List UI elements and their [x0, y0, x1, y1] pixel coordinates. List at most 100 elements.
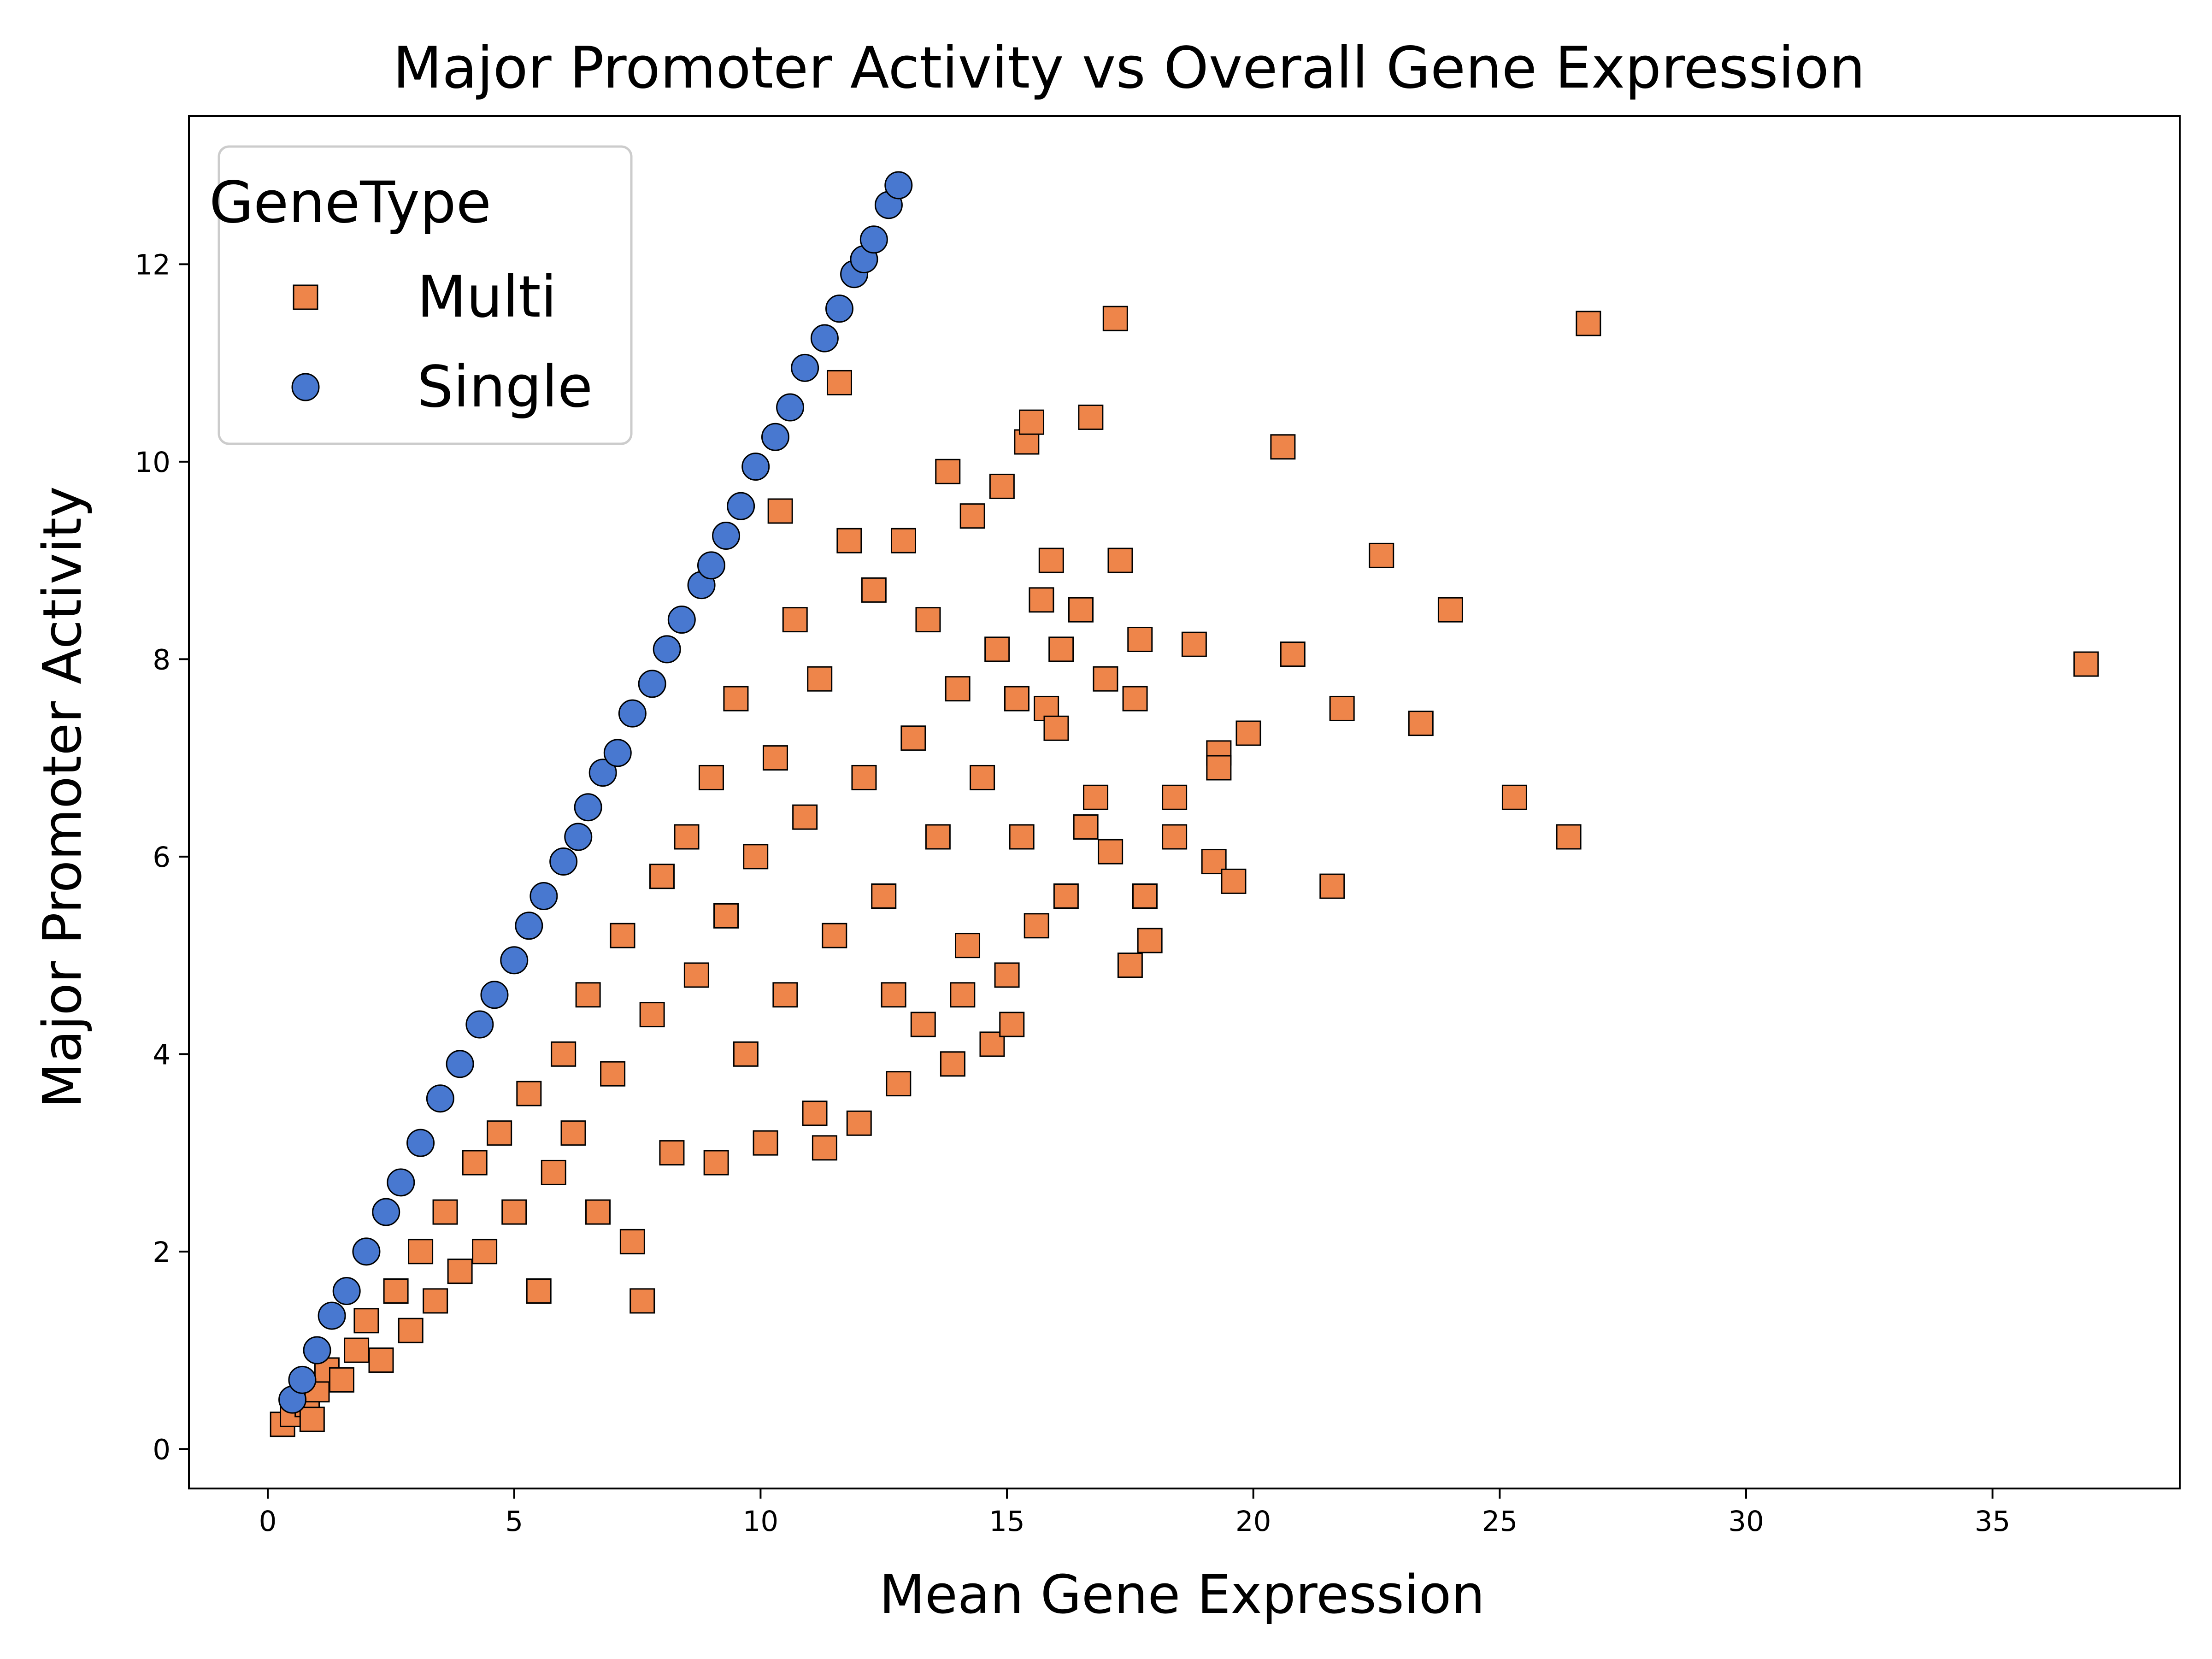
data-point-multi — [802, 1100, 828, 1126]
data-point-multi — [703, 1150, 729, 1176]
series-single — [278, 171, 913, 1414]
x-tick-label: 25 — [1482, 1505, 1518, 1538]
data-point-multi — [772, 982, 798, 1008]
data-point-multi — [1162, 824, 1188, 850]
data-point-multi — [423, 1288, 448, 1314]
data-point-multi — [1043, 715, 1069, 741]
data-point-multi — [1078, 404, 1104, 430]
data-point-multi — [560, 1120, 586, 1146]
x-axis: 0 5 10 15 20 25 30 35 — [259, 1488, 2010, 1538]
data-point-multi — [1201, 849, 1227, 875]
data-point-multi — [1408, 711, 1434, 736]
legend-title: GeneType — [209, 170, 491, 236]
data-point-multi — [600, 1061, 626, 1087]
data-point-multi — [807, 666, 833, 692]
data-point-multi — [1329, 695, 1355, 721]
data-point-multi — [836, 528, 862, 553]
data-point-multi — [1132, 883, 1158, 909]
data-points — [270, 171, 2099, 1437]
data-point-multi — [812, 1135, 837, 1161]
data-point-single — [387, 1168, 415, 1197]
data-point-multi — [2073, 651, 2099, 677]
data-point-multi — [851, 765, 877, 790]
data-point-multi — [1437, 597, 1463, 623]
data-point-multi — [585, 1199, 611, 1225]
data-point-single — [549, 847, 578, 876]
data-point-single — [667, 606, 696, 634]
x-tick-label: 0 — [259, 1505, 277, 1538]
data-point-single — [697, 551, 725, 580]
data-point-multi — [1556, 824, 1582, 850]
data-point-multi — [940, 1051, 965, 1077]
data-point-multi — [1319, 873, 1345, 899]
data-point-multi — [1221, 868, 1247, 894]
y-tick-label: 6 — [153, 841, 171, 874]
data-point-multi — [959, 503, 985, 529]
data-point-multi — [861, 577, 887, 603]
data-point-multi — [1029, 587, 1054, 613]
plot-frame — [188, 115, 2181, 1489]
data-point-multi — [1137, 928, 1163, 953]
legend-item-single: Single — [291, 354, 593, 420]
data-point-single — [712, 522, 741, 550]
x-tick-label: 20 — [1235, 1505, 1271, 1538]
data-point-single — [791, 353, 819, 382]
data-point-single — [741, 453, 770, 481]
data-point-multi — [551, 1041, 577, 1067]
data-point-multi — [1009, 824, 1035, 850]
data-point-multi — [383, 1278, 409, 1304]
data-point-multi — [659, 1140, 685, 1166]
data-point-single — [588, 759, 617, 787]
data-point-multi — [1181, 631, 1207, 657]
data-point-multi — [994, 962, 1020, 988]
data-point-multi — [1019, 409, 1045, 435]
data-point-multi — [575, 982, 601, 1008]
chart-title: Major Promoter Activity vs Overall Gene … — [393, 35, 1865, 101]
data-point-multi — [1369, 542, 1394, 568]
data-point-single — [564, 823, 593, 851]
data-point-single — [465, 1010, 494, 1039]
data-point-multi — [1093, 666, 1118, 692]
data-point-multi — [1102, 306, 1128, 331]
data-point-multi — [915, 607, 941, 633]
data-point-multi — [408, 1239, 434, 1265]
data-point-multi — [398, 1318, 424, 1343]
data-point-single — [529, 882, 558, 911]
data-point-multi — [1127, 626, 1153, 652]
data-point-single — [480, 981, 509, 1009]
data-point-multi — [698, 765, 724, 790]
data-point-multi — [610, 923, 635, 948]
data-point-single — [332, 1277, 361, 1306]
data-point-multi — [753, 1130, 778, 1156]
data-point-multi — [900, 725, 926, 751]
data-point-multi — [674, 824, 700, 850]
data-point-multi — [1068, 597, 1094, 623]
data-point-single — [653, 635, 681, 664]
data-point-multi — [782, 607, 808, 633]
data-point-multi — [822, 923, 847, 948]
data-point-multi — [353, 1308, 379, 1334]
x-tick-label: 10 — [743, 1505, 779, 1538]
data-point-multi — [733, 1041, 759, 1067]
data-point-multi — [299, 1406, 325, 1432]
data-point-multi — [1117, 953, 1143, 978]
data-point-single — [825, 294, 853, 323]
data-point-multi — [1122, 686, 1148, 712]
data-point-single — [406, 1129, 435, 1157]
series-multi — [270, 306, 2099, 1437]
data-point-multi — [989, 473, 1015, 499]
legend-item-multi: Multi — [293, 264, 557, 330]
data-point-multi — [629, 1288, 655, 1314]
data-point-multi — [890, 528, 916, 553]
y-tick-label: 0 — [153, 1433, 171, 1466]
x-tick-label: 30 — [1728, 1505, 1764, 1538]
data-point-multi — [955, 933, 981, 959]
data-point-multi — [935, 459, 961, 484]
data-point-multi — [1024, 913, 1049, 939]
data-point-multi — [487, 1120, 512, 1146]
data-point-single — [372, 1198, 400, 1226]
data-point-multi — [767, 498, 793, 524]
data-point-single — [446, 1050, 474, 1078]
legend-marker-multi — [293, 284, 318, 310]
